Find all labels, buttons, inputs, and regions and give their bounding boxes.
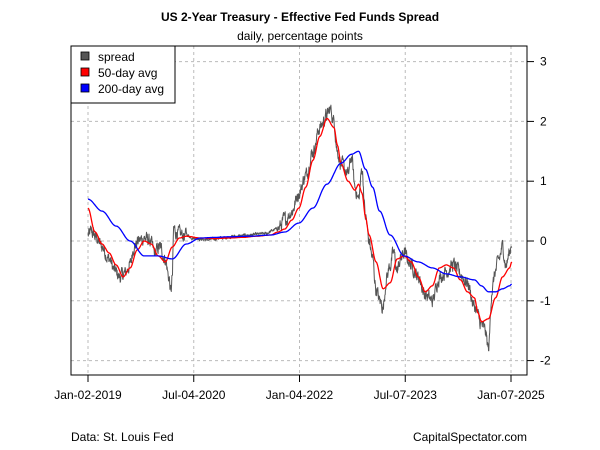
y-axis: 3 2 1 0 -1 -2 bbox=[527, 55, 551, 368]
source-label: Data: St. Louis Fed bbox=[71, 430, 174, 444]
x-axis: Jan-02-2019 Jul-04-2020 Jan-04-2022 Jul-07-… bbox=[54, 375, 545, 402]
x-tick-label: Jul-04-2020 bbox=[162, 388, 226, 402]
legend-swatch bbox=[80, 51, 90, 61]
series-line-200-day-avg bbox=[87, 150, 513, 293]
chart-subtitle: daily, percentage points bbox=[237, 29, 363, 43]
y-tick-label: 0 bbox=[540, 234, 547, 248]
y-tick-label: 2 bbox=[540, 114, 547, 128]
legend: spread 50-day avg 200-day avg bbox=[70, 45, 176, 104]
legend-label: spread bbox=[98, 50, 135, 64]
legend-label: 50-day avg bbox=[98, 66, 157, 80]
legend-label: 200-day avg bbox=[98, 82, 164, 96]
y-tick-label: 1 bbox=[540, 174, 547, 188]
x-tick-label: Jan-07-2025 bbox=[477, 388, 545, 402]
legend-swatch bbox=[80, 67, 90, 77]
x-tick-label: Jan-04-2022 bbox=[266, 388, 334, 402]
brand-label: CapitalSpectator.com bbox=[413, 430, 527, 444]
x-tick-label: Jul-07-2023 bbox=[374, 388, 438, 402]
grid bbox=[71, 46, 527, 375]
y-tick-label: -2 bbox=[540, 354, 551, 368]
y-tick-label: -1 bbox=[540, 294, 551, 308]
series-line-spread bbox=[87, 104, 513, 352]
y-tick-label: 3 bbox=[540, 55, 547, 69]
x-tick-label: Jan-02-2019 bbox=[54, 388, 122, 402]
chart-title: US 2-Year Treasury - Effective Fed Funds… bbox=[161, 10, 439, 24]
series-layer bbox=[87, 104, 513, 352]
legend-swatch bbox=[80, 83, 90, 93]
